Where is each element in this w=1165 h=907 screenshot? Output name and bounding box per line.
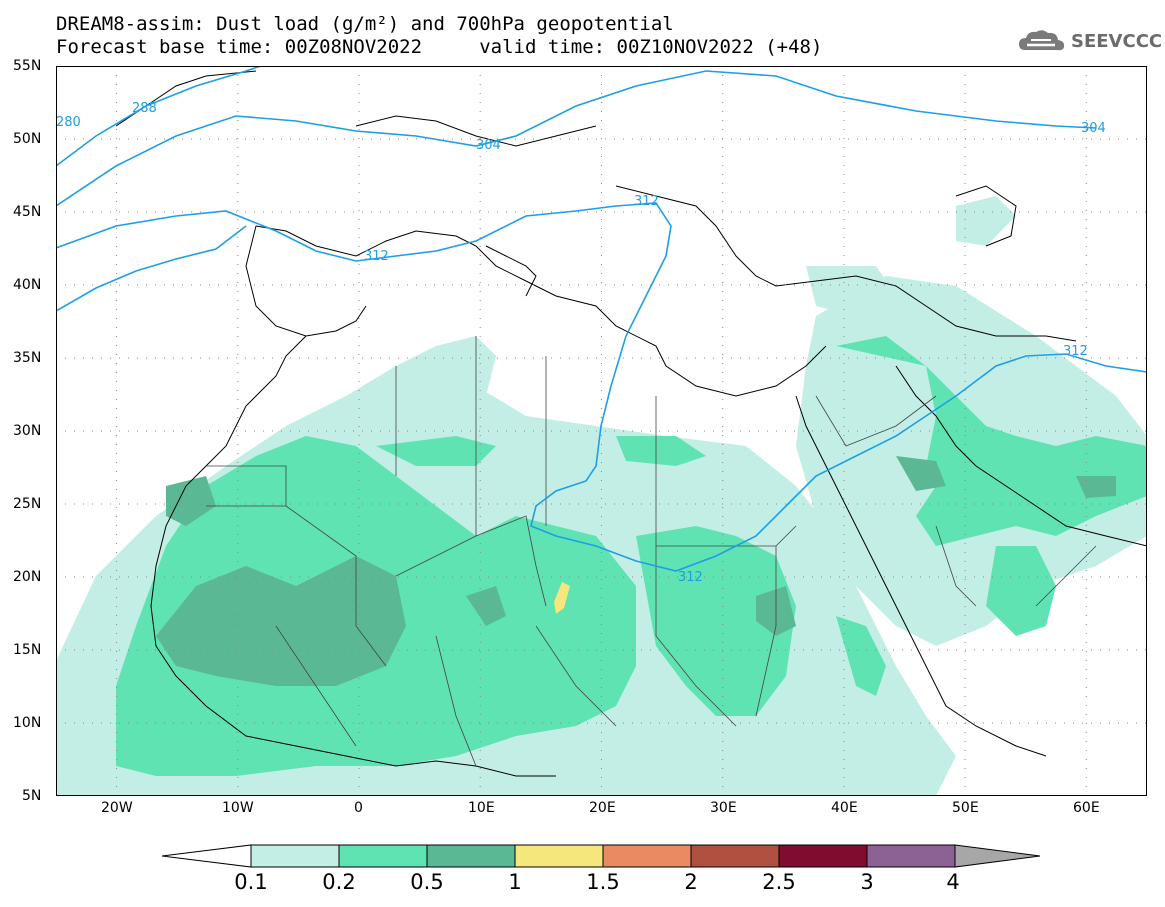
colorbar-swatch xyxy=(602,844,692,868)
colorbar-arrow-right xyxy=(954,844,1041,868)
colorbar-swatch xyxy=(338,844,428,868)
lat-label: 55N xyxy=(13,58,42,74)
gridlines xyxy=(56,66,1147,796)
colorbar-label: 4 xyxy=(946,870,960,894)
colorbar-label: 0.1 xyxy=(234,870,268,894)
colorbar-arrow-left xyxy=(161,844,252,868)
contour-label: 312 xyxy=(678,570,703,585)
logo: SEEVCCC xyxy=(1017,28,1162,54)
colorbar-swatch xyxy=(690,844,780,868)
lat-label: 15N xyxy=(13,642,42,658)
lat-label: 30N xyxy=(13,423,42,439)
contour-label: 304 xyxy=(476,138,501,153)
dust-level-1 xyxy=(554,582,570,614)
colorbar-label: 2.5 xyxy=(762,870,796,894)
contour-label: 312 xyxy=(1063,344,1088,359)
colorbar-swatch xyxy=(866,844,956,868)
lon-label: 20E xyxy=(589,800,616,816)
colorbar-svg xyxy=(161,844,1041,868)
colorbar xyxy=(161,843,1042,873)
title-line-2: Forecast base time: 00Z08NOV2022 valid t… xyxy=(56,36,823,58)
coastlines xyxy=(115,70,1147,777)
contour-label: 288 xyxy=(132,101,157,116)
cloud-icon xyxy=(1019,30,1065,51)
colorbar-swatch xyxy=(250,844,340,868)
title-line-1: DREAM8-assim: Dust load (g/m²) and 700hP… xyxy=(56,13,674,35)
colorbar-label: 0.2 xyxy=(322,870,356,894)
contour-labels: 280 288 304 304 312 312 312 312 xyxy=(56,101,1106,585)
lat-label: 20N xyxy=(13,569,42,585)
colorbar-label: 2 xyxy=(684,870,698,894)
lat-label: 5N xyxy=(22,788,42,804)
contour-label: 280 xyxy=(56,115,81,130)
colorbar-swatch xyxy=(778,844,868,868)
lat-label: 50N xyxy=(13,131,42,147)
lat-label: 10N xyxy=(13,715,42,731)
lat-label: 25N xyxy=(13,496,42,512)
geopotential-contours xyxy=(56,66,1147,572)
lon-label: 30E xyxy=(710,800,737,816)
lon-label: 10E xyxy=(468,800,495,816)
colorbar-swatch xyxy=(426,844,516,868)
lon-label: 20W xyxy=(101,800,133,816)
dust-map: 280 288 304 304 312 312 312 312 xyxy=(56,66,1147,802)
lon-label: 50E xyxy=(952,800,979,816)
lon-label: 60E xyxy=(1073,800,1100,816)
lon-label: 0 xyxy=(354,800,363,816)
colorbar-label: 1.5 xyxy=(586,870,620,894)
dust-level-0.5 xyxy=(156,456,1116,686)
contour-label: 312 xyxy=(634,194,659,209)
lon-label: 40E xyxy=(831,800,858,816)
colorbar-label: 0.5 xyxy=(410,870,444,894)
contour-label: 312 xyxy=(364,249,389,264)
colorbar-label: 1 xyxy=(508,870,522,894)
lat-label: 40N xyxy=(13,277,42,293)
colorbar-label: 3 xyxy=(860,870,874,894)
colorbar-swatch xyxy=(514,844,604,868)
map-svg: 280 288 304 304 312 312 312 312 xyxy=(56,66,1147,802)
lat-label: 45N xyxy=(13,204,42,220)
lon-label: 10W xyxy=(222,800,254,816)
lat-label: 35N xyxy=(13,350,42,366)
contour-label: 304 xyxy=(1081,121,1106,136)
logo-text: SEEVCCC xyxy=(1071,30,1163,52)
